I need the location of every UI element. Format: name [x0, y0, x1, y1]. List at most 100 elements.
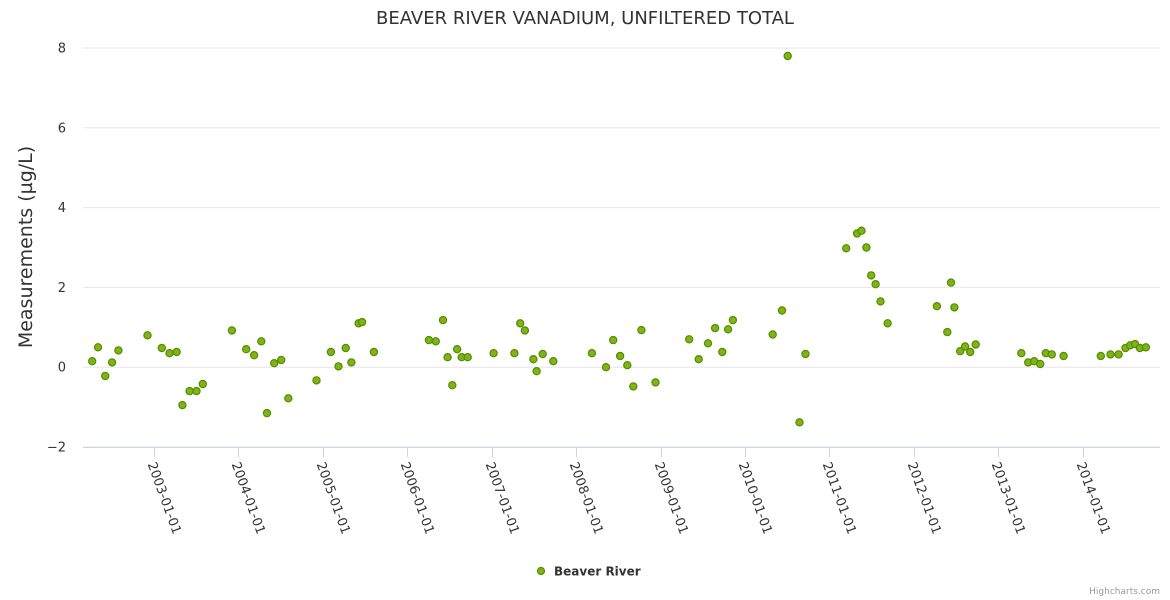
data-point[interactable]	[718, 347, 727, 357]
data-point[interactable]	[227, 326, 237, 335]
data-point[interactable]	[529, 355, 538, 364]
data-point[interactable]	[185, 386, 194, 396]
data-point[interactable]	[341, 343, 350, 353]
data-point[interactable]	[637, 325, 646, 335]
data-point[interactable]	[943, 327, 952, 337]
data-point[interactable]	[960, 342, 970, 351]
data-point[interactable]	[623, 361, 632, 370]
data-point[interactable]	[192, 386, 201, 396]
legend[interactable]: Beaver River	[536, 565, 641, 579]
data-point[interactable]	[424, 335, 434, 345]
data-point[interactable]	[728, 315, 738, 325]
data-point[interactable]	[1114, 350, 1123, 359]
data-point[interactable]	[489, 349, 498, 358]
data-point[interactable]	[249, 351, 259, 360]
data-point[interactable]	[950, 303, 959, 312]
y-tick-label: 8	[58, 42, 66, 57]
data-point[interactable]	[1059, 351, 1068, 361]
data-point[interactable]	[601, 363, 611, 372]
data-point[interactable]	[93, 343, 103, 352]
data-point[interactable]	[587, 349, 597, 358]
x-tick-label: 2004-01-01	[228, 460, 268, 536]
data-point[interactable]	[438, 315, 448, 325]
data-point[interactable]	[1141, 343, 1151, 352]
data-point[interactable]	[312, 376, 321, 385]
data-point[interactable]	[178, 400, 187, 410]
y-tick-label: 2	[58, 281, 66, 296]
data-point[interactable]	[862, 243, 871, 252]
data-point[interactable]	[956, 347, 965, 356]
data-point[interactable]	[703, 339, 713, 348]
data-point[interactable]	[768, 330, 777, 339]
data-point[interactable]	[431, 337, 440, 346]
data-point[interactable]	[651, 378, 660, 387]
x-tick-label: 2005-01-01	[313, 460, 353, 536]
data-point[interactable]	[1035, 359, 1045, 369]
y-axis-label: Measurements (µg/L)	[15, 146, 37, 348]
data-point[interactable]	[609, 335, 618, 345]
data-point[interactable]	[710, 323, 720, 333]
data-point[interactable]	[1047, 350, 1057, 359]
data-point[interactable]	[538, 349, 547, 359]
data-point[interactable]	[87, 357, 97, 366]
data-point[interactable]	[516, 319, 525, 328]
data-point[interactable]	[114, 346, 123, 355]
data-point[interactable]	[857, 226, 866, 235]
x-tick-label: 2006-01-01	[397, 460, 437, 536]
data-point[interactable]	[347, 358, 356, 367]
data-point[interactable]	[966, 347, 975, 357]
data-point[interactable]	[971, 340, 980, 349]
data-point[interactable]	[867, 271, 876, 280]
data-point[interactable]	[795, 418, 804, 427]
data-point[interactable]	[334, 362, 343, 371]
data-point[interactable]	[157, 343, 166, 353]
data-point[interactable]	[777, 306, 787, 315]
credits[interactable]: Highcharts.com	[1089, 587, 1160, 597]
data-point[interactable]	[262, 408, 272, 418]
data-point[interactable]	[143, 331, 152, 340]
data-point[interactable]	[326, 347, 336, 357]
data-point[interactable]	[172, 347, 181, 357]
data-points	[87, 51, 1151, 427]
data-point[interactable]	[1096, 351, 1106, 361]
data-point[interactable]	[549, 357, 558, 366]
data-point[interactable]	[801, 349, 810, 359]
data-point[interactable]	[257, 337, 266, 346]
data-point[interactable]	[520, 326, 530, 335]
data-point[interactable]	[842, 244, 851, 253]
data-point[interactable]	[452, 345, 462, 354]
data-point[interactable]	[165, 349, 174, 358]
data-point[interactable]	[783, 51, 792, 61]
data-point[interactable]	[1106, 350, 1115, 359]
data-point[interactable]	[277, 355, 286, 365]
data-point[interactable]	[463, 353, 472, 362]
data-point[interactable]	[876, 297, 885, 306]
data-point[interactable]	[685, 335, 694, 344]
data-point[interactable]	[629, 382, 638, 391]
data-point[interactable]	[369, 347, 379, 357]
x-tick-label: 2007-01-01	[482, 460, 522, 536]
data-point[interactable]	[694, 355, 703, 364]
data-point[interactable]	[100, 371, 110, 381]
legend-marker	[536, 566, 546, 576]
data-point[interactable]	[241, 345, 251, 354]
data-point[interactable]	[284, 394, 293, 403]
data-point[interactable]	[883, 319, 892, 328]
data-point[interactable]	[615, 351, 625, 361]
data-point[interactable]	[932, 302, 942, 311]
y-tick-label: −2	[47, 441, 66, 456]
data-point[interactable]	[1017, 349, 1026, 358]
data-point[interactable]	[270, 359, 279, 368]
data-point[interactable]	[448, 381, 457, 390]
data-point[interactable]	[510, 349, 519, 358]
legend-label[interactable]: Beaver River	[554, 565, 641, 579]
data-point[interactable]	[198, 379, 207, 389]
data-point[interactable]	[107, 358, 117, 367]
data-point[interactable]	[443, 353, 452, 362]
data-point[interactable]	[723, 325, 733, 334]
data-point[interactable]	[357, 317, 367, 327]
data-point[interactable]	[946, 278, 956, 287]
data-point[interactable]	[532, 367, 541, 376]
data-point[interactable]	[871, 280, 880, 289]
